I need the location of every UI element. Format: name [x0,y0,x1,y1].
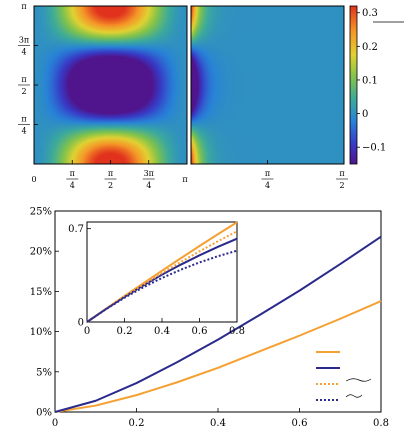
line-chart-c-xtick-label: 0.2 [129,418,145,429]
heatmap-a-xtick-label: π [182,175,187,184]
heatmap-a-ytick-label-text: π [21,2,26,11]
inset-xtick-label: 0.4 [154,326,170,337]
inset-series-npc-tilde [86,230,238,323]
line-chart-c-ytick-label: 0% [36,408,52,419]
line-chart-c-xtick-label: 0.6 [292,418,308,429]
heatmap-a-ytick-label-num: 3π [19,36,29,45]
inset-xtick-label: 0.6 [192,326,208,337]
heatmap-a-ytick-label: 3π4 [18,36,30,57]
line-chart-c-series-npc [54,300,382,413]
heatmap-a-xtick-label-text: π [182,175,187,184]
line-chart-c-ytick-label: 5% [36,367,52,378]
heatmap-a-ytick-label-num: π [21,115,26,124]
heatmap-a-xtick-label: 0 [31,175,36,184]
heatmap-a-xtick-label-den: 2 [108,181,113,190]
colorbar-tick-label: 0 [362,109,368,120]
heatmap-a-ytick-label: π2 [18,75,30,96]
heatmap-b-xtick-label-num: π [265,169,270,178]
heatmap-b-xtick-label-den: 4 [265,181,270,190]
heatmap-a-xtick-label: 3π4 [142,169,155,190]
heatmap-a-ytick-label: π [21,2,26,11]
line-chart-c-ticks: 0 0.2 0.4 0.6 0.8 0% 5% 10% 15% 20% 25% [30,207,389,430]
inset-ytick-label: 0.7 [68,224,84,235]
line-chart-c-xtick-label: 0.4 [210,418,226,429]
heatmap-a-xtick-label-num: 3π [144,169,154,178]
colorbar-tick-label: 0.1 [362,75,378,86]
inset-series [86,221,238,323]
legend-tilde-pc [345,394,363,398]
colorbar-bar [349,5,358,165]
line-chart-c-ytick-label: 25% [30,207,52,218]
heatmap-a-xtick-label-den: 4 [146,181,151,190]
heatmap-a-xtick-label-den: 4 [70,181,75,190]
heatmap-a-ytick-label-num: π [21,75,26,84]
legend-item-pc-tilde [316,394,363,401]
legend [316,351,372,401]
heatmap-a-canvas [34,6,187,164]
line-chart-c-ytick-label: 15% [30,287,52,298]
colorbar-tick-label: 0.3 [362,8,378,19]
heatmap-a-xtick-label: π2 [104,169,117,190]
heatmap-b-xtick-label: π4 [261,169,274,190]
heatmap-b-xtick-label: π2 [336,169,348,190]
heatmap-a-xtick-label-num: π [70,169,75,178]
colorbar-label [373,21,404,23]
line-chart-c-xtick-label: 0 [52,418,58,429]
heatmap-b [190,5,345,165]
heatmap-a-ytick-label-den: 4 [21,127,26,136]
inset-ytick-label: 0 [78,318,84,329]
heatmap-a-ytick-label: π4 [18,115,30,136]
inset-ticks: 0 0.2 0.4 0.6 0.8 0 0.7 [68,224,245,337]
legend-tilde-npc [345,378,372,382]
heatmap-a-xtick-label-num: π [108,169,113,178]
heatmap-b-xtick-label-den: 2 [339,181,344,190]
inset-xtick-label: 0 [84,326,90,337]
inset-chart: 0 0.2 0.4 0.6 0.8 0 0.7 [68,221,245,337]
heatmap-a-xtick-label-text: 0 [31,175,36,184]
heatmap-b-xtick-label-num: π [339,169,344,178]
inset-series-pc [86,237,238,323]
line-chart-c-series-pc [54,235,382,413]
legend-item-npc-tilde [316,378,372,385]
line-chart-c-series [54,235,382,413]
colorbar: 0.3 0.2 0.1 0 −0.1 [349,5,404,165]
inset-xtick-label: 0.2 [117,326,133,337]
inset-series-pc-tilde [86,249,238,323]
heatmap-a-ytick-label-den: 2 [21,87,26,96]
heatmap-b-canvas [191,6,344,164]
colorbar-tick-label: 0.2 [362,42,378,53]
line-chart-c-xtick-label: 0.8 [373,418,389,429]
heatmap-a [33,5,188,165]
line-chart-c-ytick-label: 10% [30,327,52,338]
colorbar-tick-label: −0.1 [362,143,386,154]
colorbar-ticks: 0.3 0.2 0.1 0 −0.1 [357,8,386,154]
heatmap-a-ytick-label-den: 4 [21,48,26,57]
line-chart-c-ytick-label: 20% [30,247,52,258]
inset-xtick-label: 0.8 [229,326,245,337]
heatmap-a-xtick-label: π4 [66,169,79,190]
